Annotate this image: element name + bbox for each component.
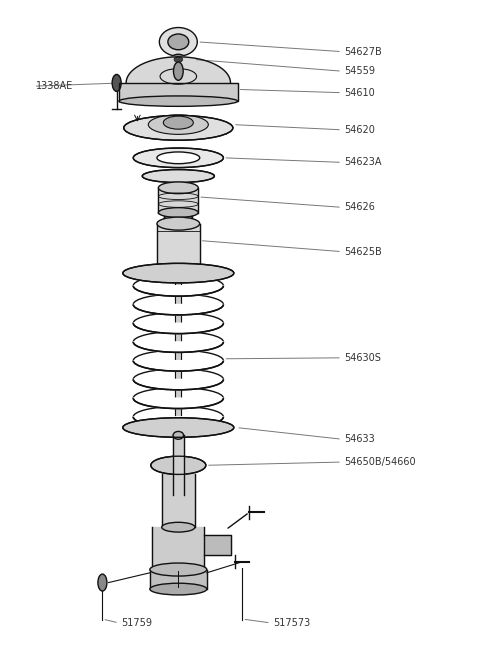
- Text: 54623A: 54623A: [344, 158, 382, 168]
- Ellipse shape: [123, 418, 234, 438]
- Text: 54630S: 54630S: [344, 353, 381, 363]
- Ellipse shape: [168, 34, 189, 50]
- Ellipse shape: [159, 28, 197, 57]
- Ellipse shape: [174, 57, 182, 62]
- Polygon shape: [150, 570, 207, 589]
- Ellipse shape: [163, 116, 193, 129]
- Polygon shape: [133, 286, 223, 296]
- Ellipse shape: [150, 583, 207, 595]
- Ellipse shape: [123, 263, 234, 283]
- Polygon shape: [164, 213, 192, 224]
- Ellipse shape: [98, 574, 107, 591]
- Polygon shape: [158, 188, 198, 213]
- Ellipse shape: [157, 217, 200, 230]
- Ellipse shape: [157, 265, 200, 276]
- Polygon shape: [133, 342, 223, 352]
- Text: 54625B: 54625B: [344, 246, 382, 257]
- Polygon shape: [133, 398, 223, 409]
- Text: 517573: 517573: [273, 618, 311, 628]
- Text: 54559: 54559: [344, 66, 375, 76]
- Polygon shape: [152, 527, 204, 570]
- Ellipse shape: [119, 96, 238, 106]
- Ellipse shape: [164, 213, 192, 223]
- Polygon shape: [126, 57, 230, 83]
- Text: 54627B: 54627B: [344, 47, 382, 57]
- Ellipse shape: [173, 432, 183, 440]
- Ellipse shape: [162, 522, 195, 532]
- Ellipse shape: [112, 74, 121, 91]
- Polygon shape: [162, 474, 195, 527]
- Text: 1338AE: 1338AE: [36, 81, 73, 91]
- Polygon shape: [157, 223, 200, 271]
- Ellipse shape: [157, 152, 200, 164]
- Polygon shape: [133, 417, 223, 427]
- Text: 54610: 54610: [344, 87, 375, 98]
- Ellipse shape: [173, 62, 183, 80]
- Polygon shape: [133, 304, 223, 315]
- Ellipse shape: [150, 563, 207, 576]
- Ellipse shape: [142, 170, 215, 183]
- Text: 54626: 54626: [344, 202, 375, 212]
- Polygon shape: [204, 535, 230, 555]
- Text: 54633: 54633: [344, 434, 375, 444]
- Polygon shape: [173, 436, 183, 495]
- Ellipse shape: [171, 55, 186, 64]
- Polygon shape: [133, 379, 223, 390]
- Polygon shape: [133, 361, 223, 371]
- Polygon shape: [176, 270, 181, 488]
- Ellipse shape: [148, 115, 208, 135]
- Ellipse shape: [158, 182, 198, 194]
- Ellipse shape: [133, 148, 223, 168]
- Polygon shape: [119, 83, 238, 101]
- Ellipse shape: [124, 116, 233, 140]
- Text: 54650B/54660: 54650B/54660: [344, 457, 416, 467]
- Ellipse shape: [158, 208, 198, 217]
- Ellipse shape: [151, 456, 206, 474]
- Ellipse shape: [164, 219, 192, 229]
- Polygon shape: [133, 323, 223, 334]
- Text: 51759: 51759: [121, 618, 152, 628]
- Text: 54620: 54620: [344, 125, 375, 135]
